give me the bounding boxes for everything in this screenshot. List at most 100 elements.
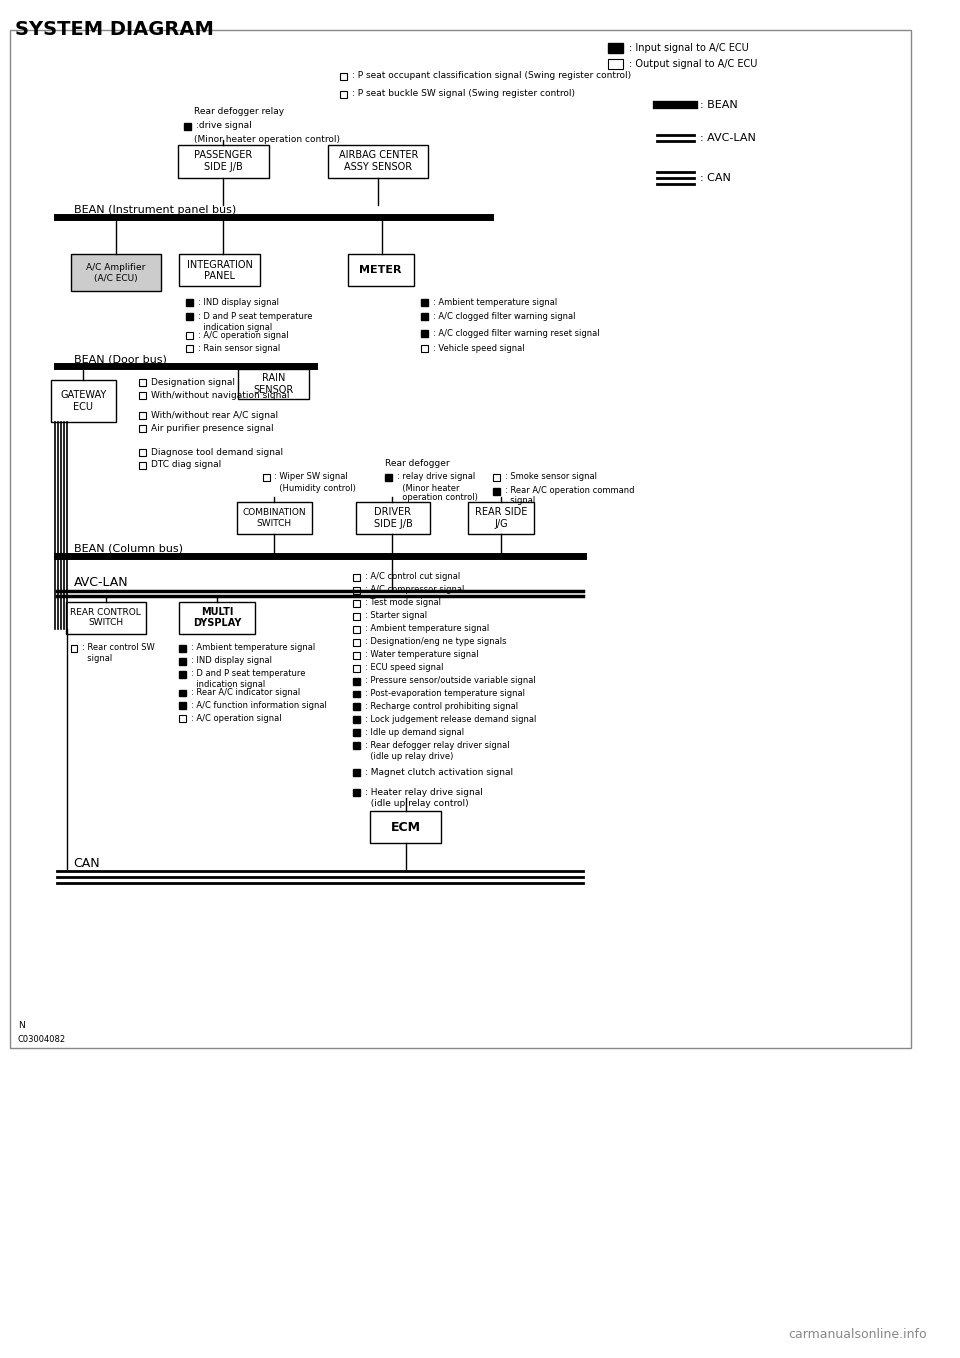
Bar xyxy=(139,392,146,399)
Bar xyxy=(608,43,623,53)
Text: : P seat buckle SW signal (Swing register control): : P seat buckle SW signal (Swing registe… xyxy=(351,90,575,98)
Bar xyxy=(340,73,347,80)
Text: Air purifier presence signal: Air purifier presence signal xyxy=(151,424,274,433)
Text: (Humidity control): (Humidity control) xyxy=(275,485,356,493)
Bar xyxy=(353,678,360,684)
Text: : Test mode signal: : Test mode signal xyxy=(365,598,441,607)
Bar xyxy=(492,474,500,481)
Text: : relay drive signal: : relay drive signal xyxy=(396,473,475,482)
Text: BEAN (Instrument panel bus): BEAN (Instrument panel bus) xyxy=(74,205,236,215)
Text: : Lock judgement release demand signal: : Lock judgement release demand signal xyxy=(365,714,536,724)
Text: : Vehicle speed signal: : Vehicle speed signal xyxy=(433,344,525,353)
Text: : Rear control SW: : Rear control SW xyxy=(83,644,156,652)
Text: : Input signal to A/C ECU: : Input signal to A/C ECU xyxy=(629,43,749,53)
Text: : A/C control cut signal: : A/C control cut signal xyxy=(365,572,460,581)
Text: : Ambient temperature signal: : Ambient temperature signal xyxy=(191,644,315,652)
Bar xyxy=(353,770,360,777)
Bar xyxy=(608,58,623,69)
Text: Courtesy of TOYOTA MOTOR SALES, U.S.A., INC.: Courtesy of TOYOTA MOTOR SALES, U.S.A., … xyxy=(19,1271,427,1286)
Bar xyxy=(180,645,186,652)
Text: CAN: CAN xyxy=(74,857,100,869)
Text: : Wiper SW signal: : Wiper SW signal xyxy=(275,473,348,482)
Bar xyxy=(263,474,270,481)
Bar xyxy=(353,600,360,607)
Bar xyxy=(184,122,191,130)
Text: With/without navigation signal: With/without navigation signal xyxy=(151,391,289,399)
Text: Rear defogger: Rear defogger xyxy=(385,459,450,469)
Text: : A/C function information signal: : A/C function information signal xyxy=(191,701,327,710)
Bar xyxy=(340,91,347,98)
Text: (Minor heater operation control): (Minor heater operation control) xyxy=(194,136,340,144)
Bar xyxy=(139,379,146,386)
Text: REAR SIDE
J/G: REAR SIDE J/G xyxy=(475,507,527,528)
Bar xyxy=(353,703,360,710)
Text: SYSTEM DIAGRAM: SYSTEM DIAGRAM xyxy=(14,20,213,39)
Text: : A/C operation signal: : A/C operation signal xyxy=(198,331,289,340)
Text: : Rain sensor signal: : Rain sensor signal xyxy=(198,344,280,353)
Text: : D and P seat temperature: : D and P seat temperature xyxy=(191,669,305,678)
Text: : BEAN: : BEAN xyxy=(700,99,737,110)
FancyBboxPatch shape xyxy=(371,811,441,843)
Text: : A/C operation signal: : A/C operation signal xyxy=(191,714,281,722)
FancyBboxPatch shape xyxy=(180,602,254,634)
Text: BEAN (Door bus): BEAN (Door bus) xyxy=(74,354,166,364)
Text: (idle up relay control): (idle up relay control) xyxy=(365,799,468,808)
Text: Designation signal: Designation signal xyxy=(151,378,235,387)
Text: REAR CONTROL
SWITCH: REAR CONTROL SWITCH xyxy=(70,608,141,627)
Bar xyxy=(186,345,193,352)
Text: : IND display signal: : IND display signal xyxy=(191,656,272,665)
Bar xyxy=(186,314,193,320)
Bar xyxy=(180,702,186,709)
Text: operation control): operation control) xyxy=(396,493,478,502)
Text: : Post-evaporation temperature signal: : Post-evaporation temperature signal xyxy=(365,689,524,698)
Text: BEAN (Column bus): BEAN (Column bus) xyxy=(74,543,182,554)
Text: :drive signal: :drive signal xyxy=(196,121,252,130)
Text: MULTI
DYSPLAY: MULTI DYSPLAY xyxy=(193,607,241,629)
Text: : Smoke sensor signal: : Smoke sensor signal xyxy=(505,473,597,482)
Text: : Starter signal: : Starter signal xyxy=(365,611,426,621)
Text: Rear defogger relay: Rear defogger relay xyxy=(194,107,284,117)
Bar xyxy=(353,717,360,724)
FancyBboxPatch shape xyxy=(179,145,269,178)
Text: signal: signal xyxy=(83,655,112,663)
Text: : D and P seat temperature: : D and P seat temperature xyxy=(198,312,312,320)
Bar xyxy=(353,626,360,633)
Bar xyxy=(10,30,911,1048)
Bar xyxy=(139,425,146,432)
Text: AVC-LAN: AVC-LAN xyxy=(74,576,128,589)
Bar xyxy=(353,743,360,750)
Text: (Minor heater: (Minor heater xyxy=(396,485,460,493)
Bar xyxy=(71,645,78,652)
Text: (idle up relay drive): (idle up relay drive) xyxy=(365,752,453,760)
Text: : A/C compressor signal: : A/C compressor signal xyxy=(365,585,464,595)
Text: Fig. 5: Air Conditioning System Diagram (1 Of 2): Fig. 5: Air Conditioning System Diagram … xyxy=(19,1207,435,1222)
Bar xyxy=(180,690,186,697)
FancyBboxPatch shape xyxy=(180,254,260,287)
Text: : Idle up demand signal: : Idle up demand signal xyxy=(365,728,464,737)
Text: : CAN: : CAN xyxy=(700,172,731,182)
FancyBboxPatch shape xyxy=(238,369,309,399)
FancyBboxPatch shape xyxy=(328,145,428,178)
Text: N: N xyxy=(17,1021,24,1031)
Text: PASSENGER
SIDE J/B: PASSENGER SIDE J/B xyxy=(194,151,252,172)
Bar xyxy=(180,671,186,678)
Bar xyxy=(180,716,186,722)
Bar xyxy=(353,664,360,672)
Text: : Recharge control prohibiting signal: : Recharge control prohibiting signal xyxy=(365,702,517,712)
Bar xyxy=(353,587,360,593)
FancyBboxPatch shape xyxy=(51,380,115,422)
Text: : A/C clogged filter warning signal: : A/C clogged filter warning signal xyxy=(433,312,576,320)
Bar xyxy=(353,612,360,619)
Bar xyxy=(385,474,392,481)
Bar xyxy=(353,690,360,698)
Text: METER: METER xyxy=(359,265,402,276)
FancyBboxPatch shape xyxy=(65,602,146,634)
Text: : Pressure sensor/outside variable signal: : Pressure sensor/outside variable signa… xyxy=(365,676,536,684)
Text: carmanualsonline.info: carmanualsonline.info xyxy=(788,1328,926,1342)
Text: : Ambient temperature signal: : Ambient temperature signal xyxy=(433,297,558,307)
Bar xyxy=(421,345,428,352)
Text: : IND display signal: : IND display signal xyxy=(198,297,279,307)
Text: : Output signal to A/C ECU: : Output signal to A/C ECU xyxy=(629,58,757,69)
Text: With/without rear A/C signal: With/without rear A/C signal xyxy=(151,410,278,420)
Text: indication signal: indication signal xyxy=(191,680,265,689)
